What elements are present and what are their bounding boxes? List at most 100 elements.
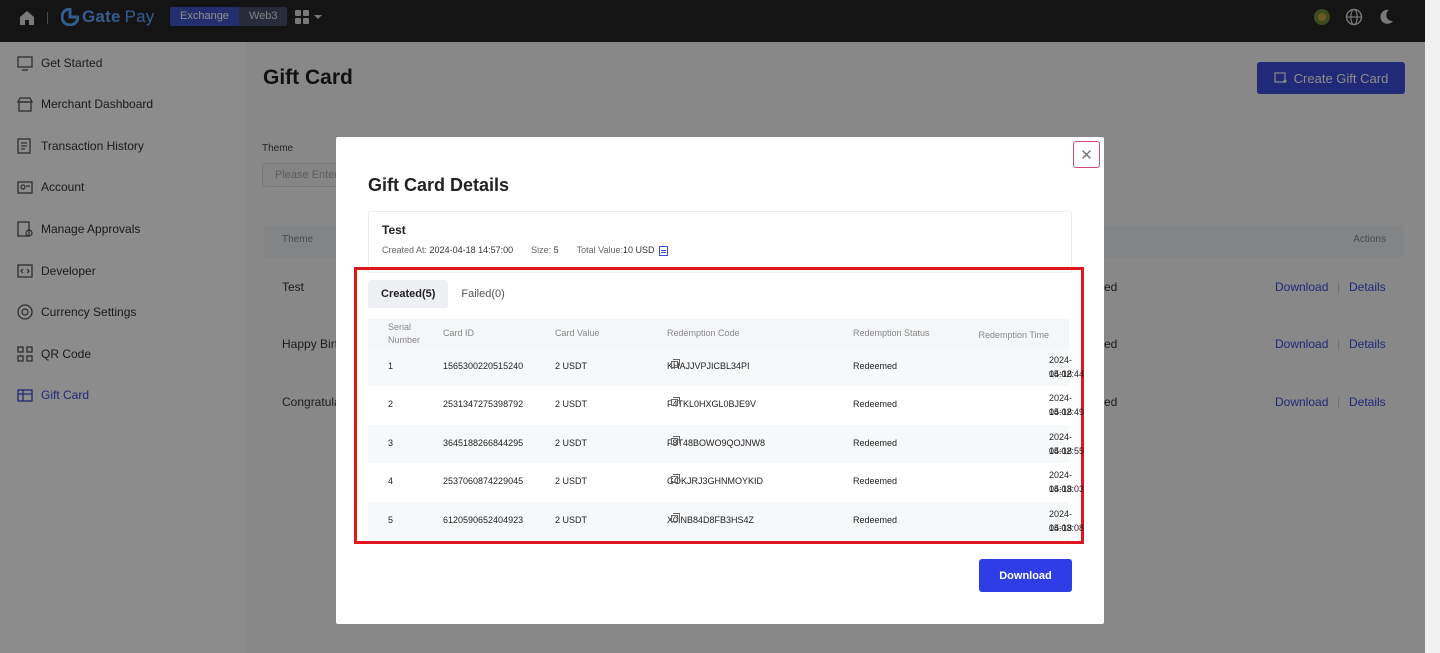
id-card-icon [17,181,33,194]
row-download-link[interactable]: Download [1275,337,1329,351]
sidebar-item-developer[interactable]: Developer [0,260,246,282]
sidebar-item-account[interactable]: Account [0,176,246,198]
card-id: 1565300220515240 [443,361,524,371]
sidebar-item-label: Get Started [41,56,103,70]
page-title: Gift Card [263,66,353,89]
serial-number: 1 [388,361,394,371]
card-value: 2 USDT [555,399,588,410]
sidebar-item-gift-card[interactable]: Gift Card [0,384,246,406]
column-redemption-time: Redemption Time [978,330,1049,340]
close-button[interactable]: ✕ [1073,141,1100,168]
table-body: 1 1565300220515240 2 USDT KHAJJVPJICBL34… [368,348,1085,540]
globe-icon[interactable] [1345,8,1363,26]
table-row: 1 1565300220515240 2 USDT KHAJJVPJICBL34… [368,348,1084,387]
logo-pay-text: Pay [124,7,155,26]
card-id: 2531347275398792 [443,399,524,410]
page-scrollbar[interactable] [1425,0,1440,653]
action-divider: | [1337,395,1341,409]
gift-card-detail-table: Serial Number Card ID Card Value Redempti… [368,319,1085,540]
row-download-link[interactable]: Download [1275,395,1329,409]
logo-gate-text: Gate [82,7,121,26]
gift-card-details-modal: ✕ Gift Card Details Test Created At: 202… [336,137,1104,624]
redemption-status: Redeemed [853,514,898,525]
avatar[interactable] [1313,8,1331,26]
highlight-box [354,267,1084,544]
modal-title: Gift Card Details [368,175,510,195]
sidebar-item-label: Developer [41,264,96,278]
row-details-link[interactable]: Details [1349,280,1386,294]
table-header: Serial Number Card ID Card Value Redempti… [368,319,1069,348]
table-row: 4 2537060874229045 2 USDT GOKJRJ3GHNMOYK… [388,470,1085,495]
card-value: 2 USDT [555,476,588,487]
gift-card-meta: Created At: 2024-04-18 14:57:00 Size: 5 … [382,245,668,256]
card-id: 2537060874229045 [443,476,524,487]
sidebar-item-transaction-history[interactable]: Transaction History [0,135,246,157]
copy-icon[interactable] [671,435,680,445]
top-right-icons [1313,8,1395,26]
card-value: 2 USDT [555,437,588,448]
sidebar-item-manage-approvals[interactable]: Manage Approvals [0,218,246,240]
gate-logo-icon [61,8,79,26]
copy-icon[interactable] [671,474,680,484]
download-button[interactable]: Download [979,559,1072,592]
action-divider: | [1337,337,1341,351]
row-status: ed [1104,280,1118,294]
monitor-icon [17,56,33,71]
size: Size: 5 [531,245,559,256]
table-row: Happy Birt ed Download | Details [264,337,1404,357]
sidebar-item-label: Account [41,180,85,194]
row-theme: Test [282,280,305,294]
sidebar-item-label: Transaction History [41,139,144,153]
theme-filter-label: Theme [262,143,294,154]
create-gift-card-button[interactable]: Create Gift Card [1257,62,1405,94]
row-download-link[interactable]: Download [1275,280,1329,294]
approval-icon [17,221,33,237]
column-card-id: Card ID [443,328,475,338]
tab-failed[interactable]: Failed(0) [461,288,505,300]
redemption-status: Redeemed [853,437,898,448]
redemption-status: Redeemed [853,399,898,410]
table-row: 3 3645188266844295 2 USDT F8T48BOWO9QOJN… [368,424,1084,464]
dark-mode-icon[interactable] [1377,8,1395,26]
action-divider: | [1337,280,1341,294]
sidebar-item-label: QR Code [41,347,92,361]
sidebar-item-label: Manage Approvals [41,222,141,236]
redemption-status: Redeemed [853,476,898,487]
tab-created[interactable]: Created(5) [368,280,449,308]
sidebar-item-get-started[interactable]: Get Started [0,52,246,74]
create-gift-card-label: Create Gift Card [1293,70,1389,86]
sidebar-item-currency-settings[interactable]: Currency Settings [0,301,246,323]
apps-grid-icon[interactable] [294,9,322,25]
table-row: 2 2531347275398792 2 USDT F4TKL0HXGL0BJE… [388,393,1085,418]
row-theme: Happy Birt [282,337,339,351]
column-redemption-code: Redemption Code [667,328,740,338]
copy-icon[interactable] [671,512,680,522]
add-card-icon [1274,72,1287,83]
sidebar-item-qr-code[interactable]: QR Code [0,343,246,365]
row-status: ed [1104,395,1118,409]
column-actions: Actions [1353,234,1386,245]
created-at: Created At: 2024-04-18 14:57:00 [382,245,514,256]
gift-card-name: Test [382,223,406,237]
column-theme: Theme [282,234,314,245]
sidebar-item-merchant-dashboard[interactable]: Merchant Dashboard [0,93,246,115]
row-details-link[interactable]: Details [1349,395,1386,409]
copy-icon[interactable] [671,359,680,368]
column-redemption-status: Redemption Status [853,328,930,338]
sidebar-item-label: Merchant Dashboard [41,97,154,111]
document-icon[interactable] [658,245,668,256]
card-value: 2 USDT [555,514,588,525]
total-value: Total Value:10 USD [577,245,668,256]
close-icon: ✕ [1080,146,1093,164]
serial-number: 3 [388,437,394,448]
row-theme: Congratula [282,395,341,409]
row-details-link[interactable]: Details [1349,337,1386,351]
card-value: 2 USDT [555,361,588,371]
home-icon[interactable] [18,9,36,27]
exchange-tab[interactable]: Exchange [170,7,239,26]
web3-tab[interactable]: Web3 [238,7,288,26]
platform-switch: Exchange Web3 [170,7,288,26]
gate-pay-logo[interactable]: Gate Pay [61,7,155,27]
copy-icon[interactable] [671,397,680,407]
column-card-value: Card Value [555,328,600,338]
